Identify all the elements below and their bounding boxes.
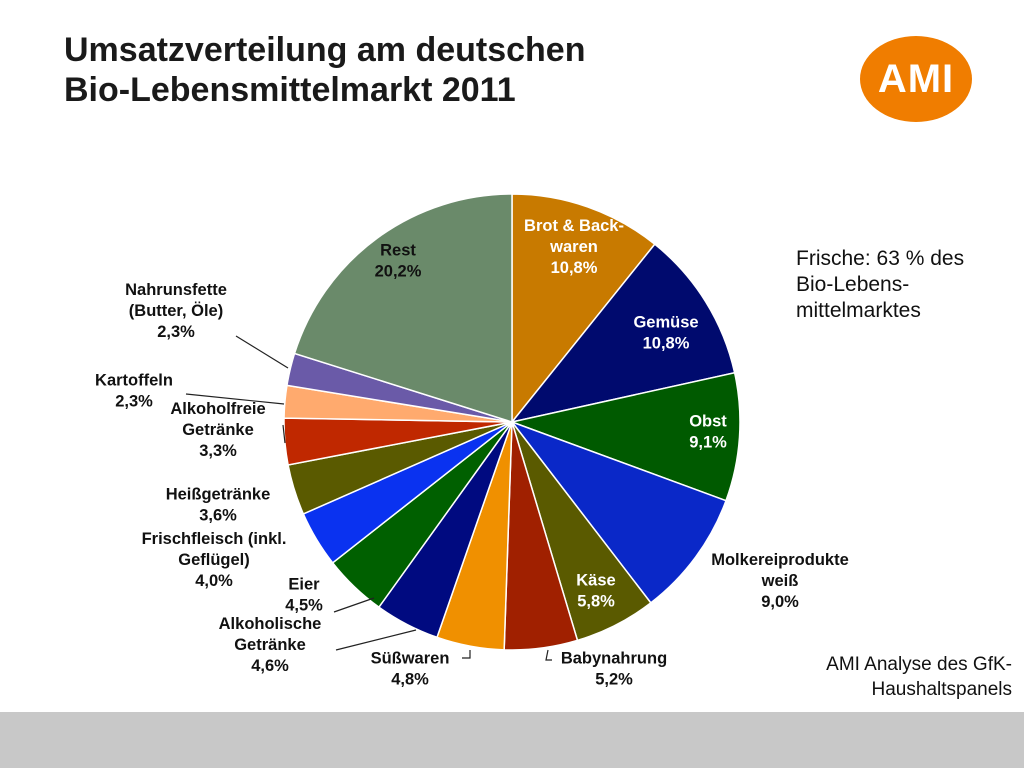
slice-name-label: Eier (288, 576, 320, 594)
slice-value-label: 5,8% (577, 593, 615, 611)
leader-line (335, 629, 417, 651)
slice-label: Babynahrung 5,2% (561, 650, 667, 689)
slice-name-label: Getränke (182, 421, 254, 439)
slice-labels: Brot & Back-waren 10,8% Gemüse 10,8% Obst 9,1… (95, 217, 849, 689)
slice-name-label: weiß (761, 572, 799, 590)
slice-name-label: Süßwaren (371, 650, 450, 668)
slice-name-label: Brot & Back- (524, 217, 624, 235)
slice-name-label: Alkoholfreie (170, 400, 265, 418)
footer-bar (0, 712, 1024, 768)
slice-label: Frischfleisch (inkl. Geflügel) 4,0% (142, 530, 287, 590)
slice-value-label: 5,2% (595, 671, 633, 689)
slice-label: Käse 5,8% (576, 572, 615, 611)
slice-value-label: 9,0% (761, 593, 799, 611)
slice-name-label: Geflügel) (178, 551, 250, 569)
slice-name-label: Kartoffeln (95, 372, 173, 390)
pie-slices (283, 193, 741, 651)
slice-value-label: 20,2% (375, 263, 422, 281)
slice-label: Süßwaren 4,8% (371, 650, 450, 689)
leader-line (185, 393, 285, 405)
slice-value-label: 9,1% (689, 434, 727, 452)
title-line-1: Umsatzverteilung am deutschen (64, 31, 586, 69)
slice-value-label: 4,8% (391, 671, 429, 689)
slice-value-label: 2,3% (157, 323, 195, 341)
pie-slice (509, 371, 741, 502)
slice-name-label: Gemüse (633, 314, 698, 332)
pie-slice (511, 193, 656, 425)
slice-name-label: waren (549, 238, 598, 256)
slice-label: Brot & Back-waren 10,8% (524, 217, 624, 277)
slice-label: Kartoffeln 2,3% (95, 372, 173, 411)
leader-line (545, 649, 552, 661)
freshness-note: Frische: 63 % des Bio-Lebens- mittelmark… (796, 246, 1016, 324)
slice-label: Alkoholfreie Getränke 3,3% (170, 400, 265, 460)
slice-value-label: 2,3% (115, 393, 153, 411)
slice-label: Eier 4,5% (285, 576, 323, 615)
leader-line (333, 597, 375, 613)
slice-name-label: Käse (576, 572, 615, 590)
pie-slice (293, 193, 513, 424)
leader-line (235, 335, 289, 369)
title-line-2: Bio-Lebensmittelmarkt 2011 (64, 71, 516, 109)
note-line-3: mittelmarktes (796, 299, 921, 322)
slice-name-label: Molkereiprodukte (711, 551, 849, 569)
pie-chart: Brot & Back-waren 10,8% Gemüse 10,8% Obst 9,1… (95, 193, 849, 689)
leader-lines (185, 335, 552, 661)
slice-name-label: (Butter, Öle) (129, 301, 223, 320)
slice-name-label: Obst (689, 413, 727, 431)
source-line-2: Haushaltspanels (871, 679, 1012, 700)
slice-value-label: 10,8% (551, 259, 598, 277)
slice-label: Alkoholische Getränke 4,6% (219, 615, 322, 675)
slice-label: Gemüse 10,8% (633, 314, 698, 353)
slice-label: Rest 20,2% (375, 242, 422, 281)
slice-value-label: 3,6% (199, 507, 237, 525)
slice-label: Heißgetränke 3,6% (166, 486, 271, 525)
ami-logo-text: AMI (877, 56, 955, 101)
source-note: AMI Analyse des GfK- Haushaltspanels (826, 652, 1012, 702)
slice-value-label: 10,8% (643, 335, 690, 353)
leader-line (282, 424, 286, 444)
slice-value-label: 4,5% (285, 597, 323, 615)
note-line-2: Bio-Lebens- (796, 273, 910, 296)
slice-value-label: 3,3% (199, 442, 237, 460)
slice-name-label: Frischfleisch (inkl. (142, 530, 287, 548)
slice-name-label: Alkoholische (219, 615, 322, 633)
pie-slice (510, 243, 736, 424)
slice-name-label: Nahrunsfette (125, 281, 227, 299)
note-line-1: Frische: 63 % des (796, 247, 965, 270)
slice-label: Molkereiprodukte weiß 9,0% (711, 551, 849, 611)
slice-name-label: Heißgetränke (166, 486, 271, 504)
page-title: Umsatzverteilung am deutschen Bio-Lebens… (64, 30, 585, 110)
slice-name-label: Rest (380, 242, 416, 260)
slice-label: Nahrunsfette (Butter, Öle) 2,3% (125, 281, 227, 341)
slice-value-label: 4,0% (195, 572, 233, 590)
slice-name-label: Getränke (234, 636, 306, 654)
slice-value-label: 4,6% (251, 657, 289, 675)
source-line-1: AMI Analyse des GfK- (826, 654, 1012, 675)
ami-logo: AMI (860, 36, 972, 122)
leader-line (462, 650, 471, 659)
slice-label: Obst 9,1% (689, 413, 727, 452)
slice-name-label: Babynahrung (561, 650, 667, 668)
pie-slice (509, 420, 727, 604)
